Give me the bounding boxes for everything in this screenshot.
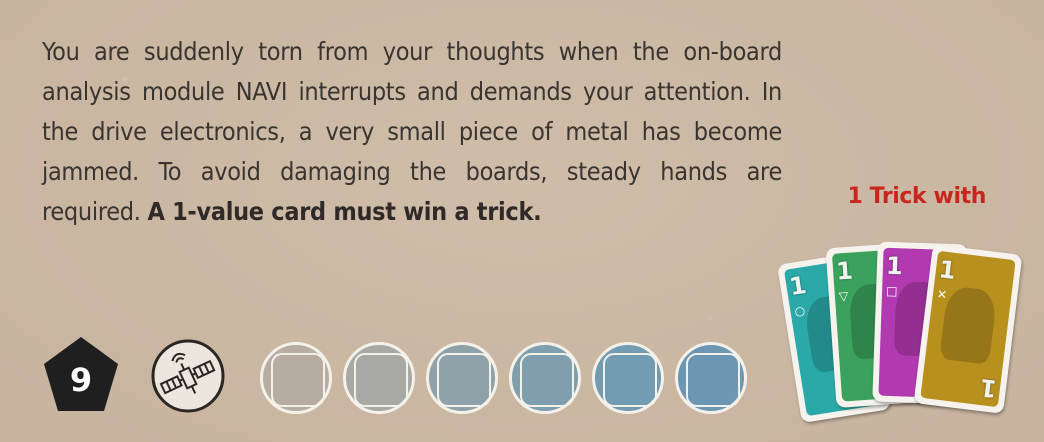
difficulty-slot xyxy=(509,342,581,414)
mission-number-badge: 9 xyxy=(42,335,120,413)
difficulty-slot xyxy=(592,342,664,414)
pentagon-badge-icon xyxy=(44,337,118,411)
rounded-square-icon xyxy=(271,353,325,407)
satellite-icon xyxy=(150,338,226,414)
difficulty-slot xyxy=(675,342,747,414)
difficulty-slot xyxy=(260,342,332,414)
card-face xyxy=(920,250,1016,408)
difficulty-slot xyxy=(343,342,415,414)
task-card-fan: 1 ○ 1 1 ▽ 1 1 □ 1 1 ✕ 1 xyxy=(777,235,1035,435)
card-suit: □ xyxy=(885,283,898,299)
rounded-square-icon xyxy=(686,353,740,407)
card-value: 1 xyxy=(937,255,958,285)
card-value: 1 xyxy=(885,251,904,281)
difficulty-slot xyxy=(426,342,498,414)
mission-objective: A 1-value card must win a trick. xyxy=(147,197,542,226)
rounded-square-icon xyxy=(354,353,408,407)
task-card: 1 ✕ 1 xyxy=(913,244,1023,414)
card-suit: ▽ xyxy=(838,288,849,304)
story-text: You are suddenly torn from your thoughts… xyxy=(42,37,782,226)
mission-number: 9 xyxy=(69,361,93,399)
card-suit: ○ xyxy=(793,303,807,319)
rounded-square-icon xyxy=(603,353,657,407)
mission-story: You are suddenly torn from your thoughts… xyxy=(42,32,782,232)
rounded-square-icon xyxy=(520,353,574,407)
task-label: 1 Trick with xyxy=(847,184,986,209)
card-suit: ✕ xyxy=(936,287,948,303)
card-value: 1 xyxy=(835,256,854,286)
rounded-square-icon xyxy=(437,353,491,407)
